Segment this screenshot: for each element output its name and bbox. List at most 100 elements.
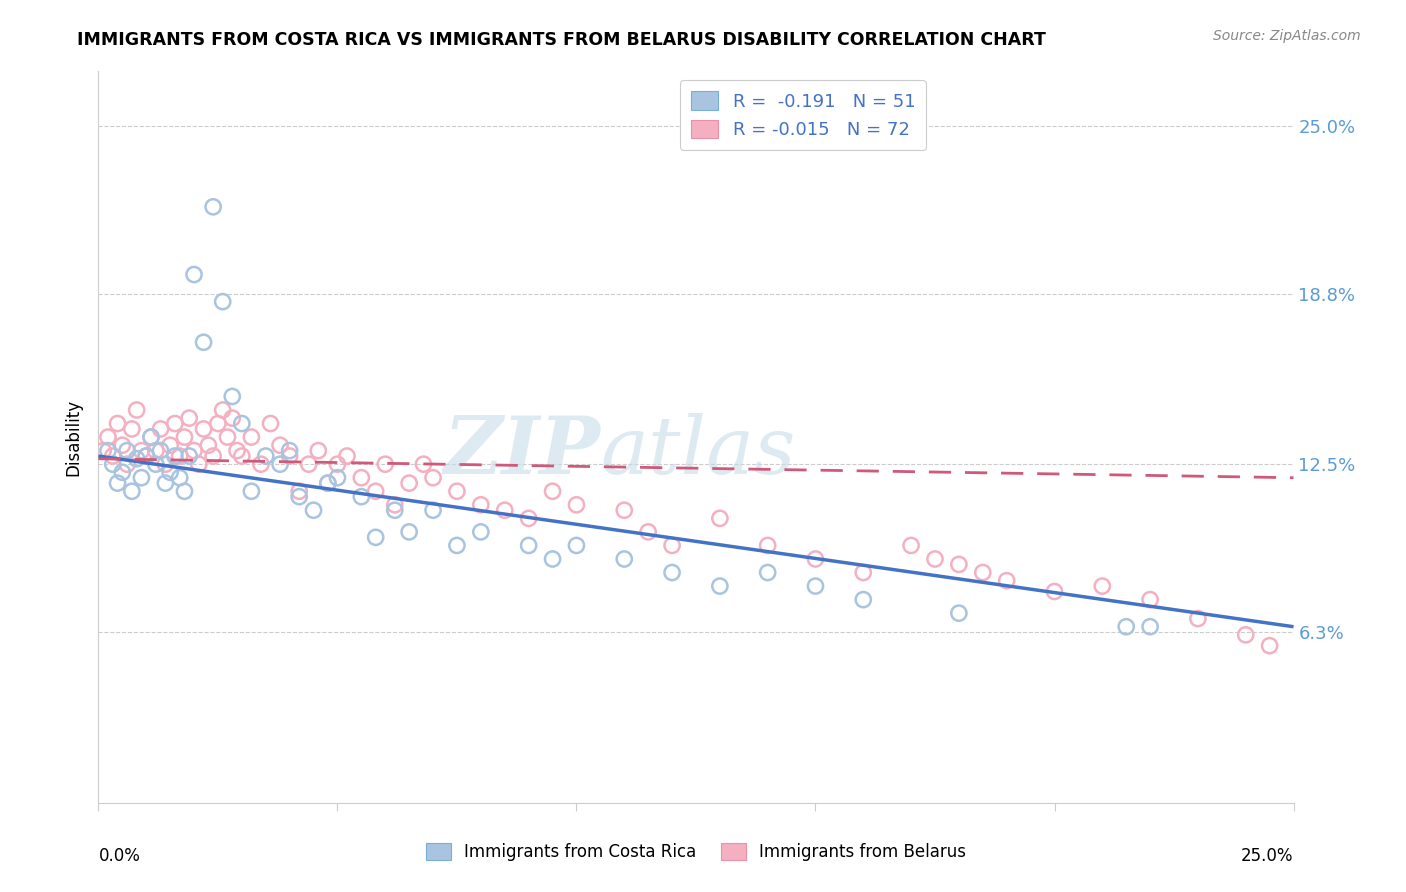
Point [709, 579, 731, 593]
Point [1258, 639, 1281, 653]
Point [169, 449, 191, 463]
Point [226, 443, 249, 458]
Point [709, 511, 731, 525]
Point [398, 476, 420, 491]
Point [446, 538, 468, 552]
Point [221, 389, 243, 403]
Point [661, 566, 683, 580]
Point [115, 443, 138, 458]
Text: atlas: atlas [600, 413, 796, 491]
Point [131, 471, 153, 485]
Point [155, 457, 177, 471]
Point [302, 503, 325, 517]
Point [494, 503, 516, 517]
Point [316, 476, 339, 491]
Point [139, 430, 162, 444]
Point [231, 417, 253, 431]
Point [336, 449, 359, 463]
Text: IMMIGRANTS FROM COSTA RICA VS IMMIGRANTS FROM BELARUS DISABILITY CORRELATION CHA: IMMIGRANTS FROM COSTA RICA VS IMMIGRANTS… [77, 31, 1046, 49]
Point [163, 449, 186, 463]
Point [1187, 611, 1209, 625]
Point [159, 465, 181, 479]
Point [422, 471, 444, 485]
Point [1139, 620, 1161, 634]
Point [202, 200, 225, 214]
Point [107, 476, 129, 491]
Point [111, 438, 134, 452]
Point [948, 558, 970, 572]
Point [121, 422, 143, 436]
Point [179, 449, 201, 463]
Point [972, 566, 994, 580]
Point [125, 451, 148, 466]
Point [254, 449, 277, 463]
Point [193, 422, 215, 436]
Text: 0.0%: 0.0% [98, 847, 141, 864]
Point [541, 552, 564, 566]
Point [613, 503, 636, 517]
Point [139, 430, 162, 444]
Point [169, 471, 191, 485]
Point [364, 530, 387, 544]
Text: Source: ZipAtlas.com: Source: ZipAtlas.com [1213, 29, 1361, 43]
Point [541, 484, 564, 499]
Point [217, 430, 239, 444]
Point [155, 476, 177, 491]
Point [350, 490, 373, 504]
Point [661, 538, 683, 552]
Point [948, 606, 970, 620]
Point [1043, 584, 1066, 599]
Point [326, 457, 349, 471]
Point [288, 484, 311, 499]
Point [307, 443, 329, 458]
Point [517, 538, 540, 552]
Point [183, 443, 205, 458]
Y-axis label: Disability: Disability [65, 399, 83, 475]
Point [384, 498, 406, 512]
Point [446, 484, 468, 499]
Point [135, 449, 157, 463]
Point [240, 484, 263, 499]
Point [259, 417, 281, 431]
Point [91, 443, 114, 458]
Point [384, 503, 406, 517]
Point [422, 503, 444, 517]
Point [278, 443, 301, 458]
Point [101, 457, 124, 471]
Point [298, 457, 321, 471]
Point [125, 403, 148, 417]
Point [163, 417, 186, 431]
Point [159, 438, 181, 452]
Point [470, 524, 492, 539]
Point [517, 511, 540, 525]
Point [107, 417, 129, 431]
Point [756, 566, 779, 580]
Point [173, 430, 195, 444]
Text: ZIP: ZIP [443, 413, 600, 491]
Point [364, 484, 387, 499]
Point [470, 498, 492, 512]
Point [121, 484, 143, 499]
Point [173, 484, 195, 499]
Text: 25.0%: 25.0% [1241, 847, 1294, 864]
Legend: Immigrants from Costa Rica, Immigrants from Belarus: Immigrants from Costa Rica, Immigrants f… [419, 836, 973, 868]
Point [250, 457, 273, 471]
Point [145, 443, 167, 458]
Point [240, 430, 263, 444]
Point [995, 574, 1018, 588]
Point [412, 457, 434, 471]
Point [900, 538, 922, 552]
Point [398, 524, 420, 539]
Point [135, 449, 157, 463]
Point [350, 471, 373, 485]
Point [183, 268, 205, 282]
Point [207, 417, 229, 431]
Point [924, 552, 946, 566]
Point [288, 490, 311, 504]
Point [211, 403, 233, 417]
Point [211, 294, 233, 309]
Point [565, 498, 588, 512]
Point [637, 524, 659, 539]
Point [231, 449, 253, 463]
Point [193, 335, 215, 350]
